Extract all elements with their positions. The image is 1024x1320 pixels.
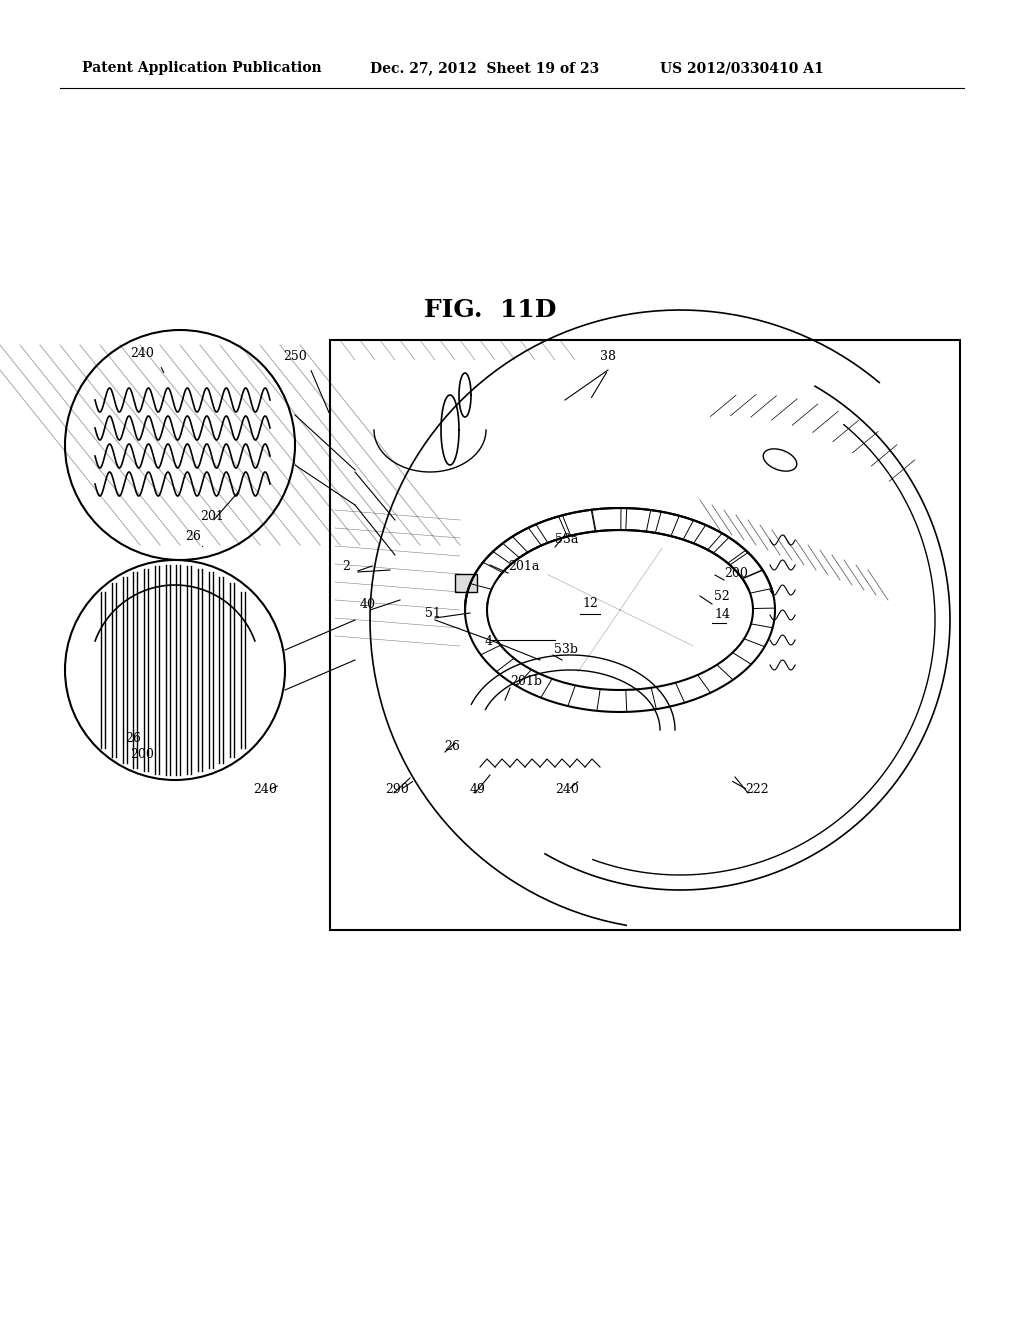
Text: 14: 14 (714, 609, 730, 620)
Text: 290: 290 (385, 783, 409, 796)
Text: 240: 240 (253, 783, 276, 796)
Text: Patent Application Publication: Patent Application Publication (82, 61, 322, 75)
Text: 201a: 201a (508, 560, 540, 573)
Text: 26: 26 (125, 733, 141, 744)
Text: Dec. 27, 2012  Sheet 19 of 23: Dec. 27, 2012 Sheet 19 of 23 (370, 61, 599, 75)
Text: 53b: 53b (554, 643, 578, 656)
Text: 222: 222 (745, 783, 769, 796)
Bar (330, 341, 961, 931)
Text: 26: 26 (444, 741, 460, 752)
Text: 200: 200 (724, 568, 748, 579)
Text: 52: 52 (714, 590, 730, 603)
FancyBboxPatch shape (456, 574, 477, 591)
Text: 201b: 201b (510, 675, 542, 688)
Text: 38: 38 (600, 350, 616, 363)
Text: 201: 201 (200, 510, 224, 523)
Text: 49: 49 (470, 783, 485, 796)
Text: 4: 4 (485, 635, 493, 648)
Circle shape (65, 330, 295, 560)
Text: 240: 240 (130, 347, 154, 360)
Text: 240: 240 (555, 783, 579, 796)
Text: 12: 12 (582, 597, 598, 610)
Text: FIG.  11D: FIG. 11D (424, 298, 556, 322)
Text: 200: 200 (130, 748, 154, 762)
Text: 40: 40 (360, 598, 376, 611)
Circle shape (65, 560, 285, 780)
Text: 51: 51 (425, 607, 441, 620)
Ellipse shape (763, 449, 797, 471)
Text: US 2012/0330410 A1: US 2012/0330410 A1 (660, 61, 823, 75)
Text: 53a: 53a (555, 533, 579, 546)
Text: 26: 26 (185, 531, 201, 543)
Text: 250: 250 (283, 350, 307, 363)
Text: 2: 2 (342, 560, 350, 573)
